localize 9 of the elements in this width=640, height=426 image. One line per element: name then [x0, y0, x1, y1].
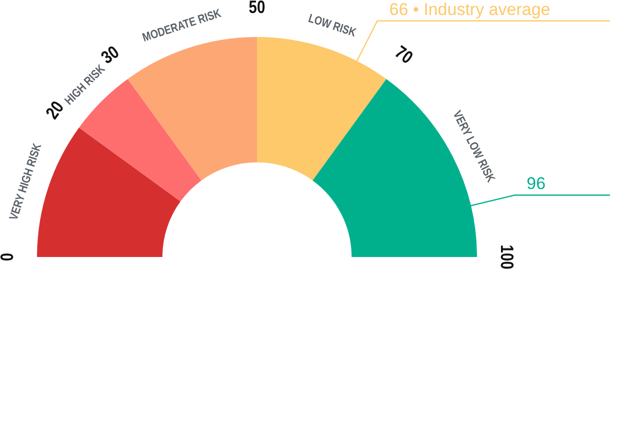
- text: 70: [391, 42, 416, 68]
- text: 50: [248, 0, 266, 18]
- slice-label: VERY LOW RISK: [450, 108, 498, 185]
- text: 0: [0, 252, 18, 262]
- text: 96: [526, 174, 546, 194]
- slice-label: VERY HIGH RISK: [7, 142, 45, 222]
- text: 100: [496, 244, 516, 270]
- slice-label: LOW RISK: [306, 12, 358, 40]
- text: 66 • Industry average: [389, 0, 550, 19]
